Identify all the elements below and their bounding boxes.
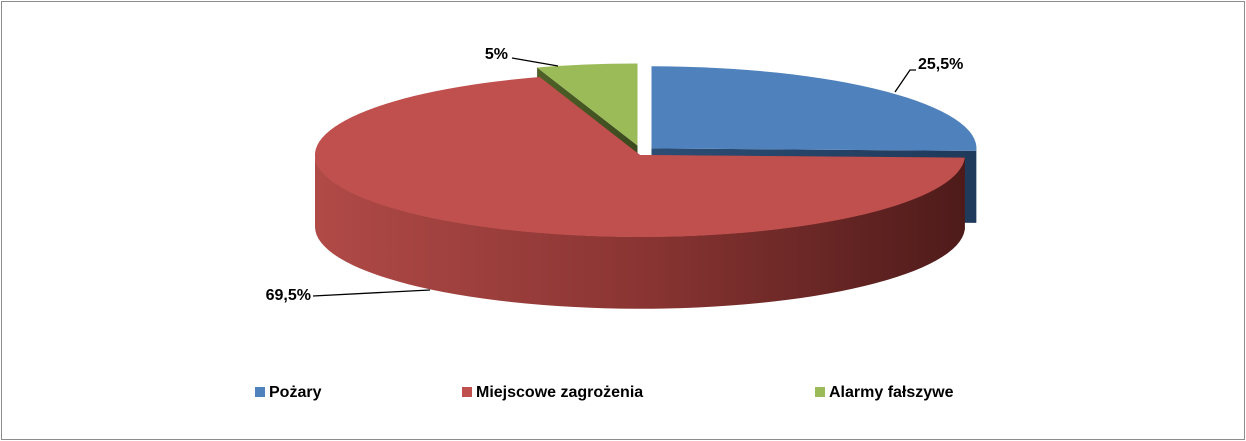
slice-side — [315, 155, 965, 309]
data-label: 69,5% — [266, 287, 311, 304]
legend-label: Miejscowe zagrożenia — [476, 384, 643, 401]
legend-label: Pożary — [269, 384, 322, 401]
pie-slice — [314, 77, 965, 237]
legend-swatch — [255, 387, 265, 397]
legend-label: Alarmy fałszywe — [829, 384, 954, 401]
data-label: 25,5% — [918, 56, 963, 73]
data-label: 5% — [485, 46, 508, 63]
leader-line — [511, 57, 559, 67]
legend-swatch — [462, 387, 472, 397]
pie — [314, 63, 977, 309]
legend: Pożary Miejscowe zagrożenia Alarmy fałszyw… — [255, 384, 954, 401]
labels: 25,5% 69,5% 5% — [266, 46, 964, 304]
pie-slice — [651, 66, 977, 151]
legend-swatch — [815, 387, 825, 397]
pie-slice — [537, 63, 638, 146]
leader-line — [312, 289, 431, 297]
leader-line — [894, 69, 916, 93]
